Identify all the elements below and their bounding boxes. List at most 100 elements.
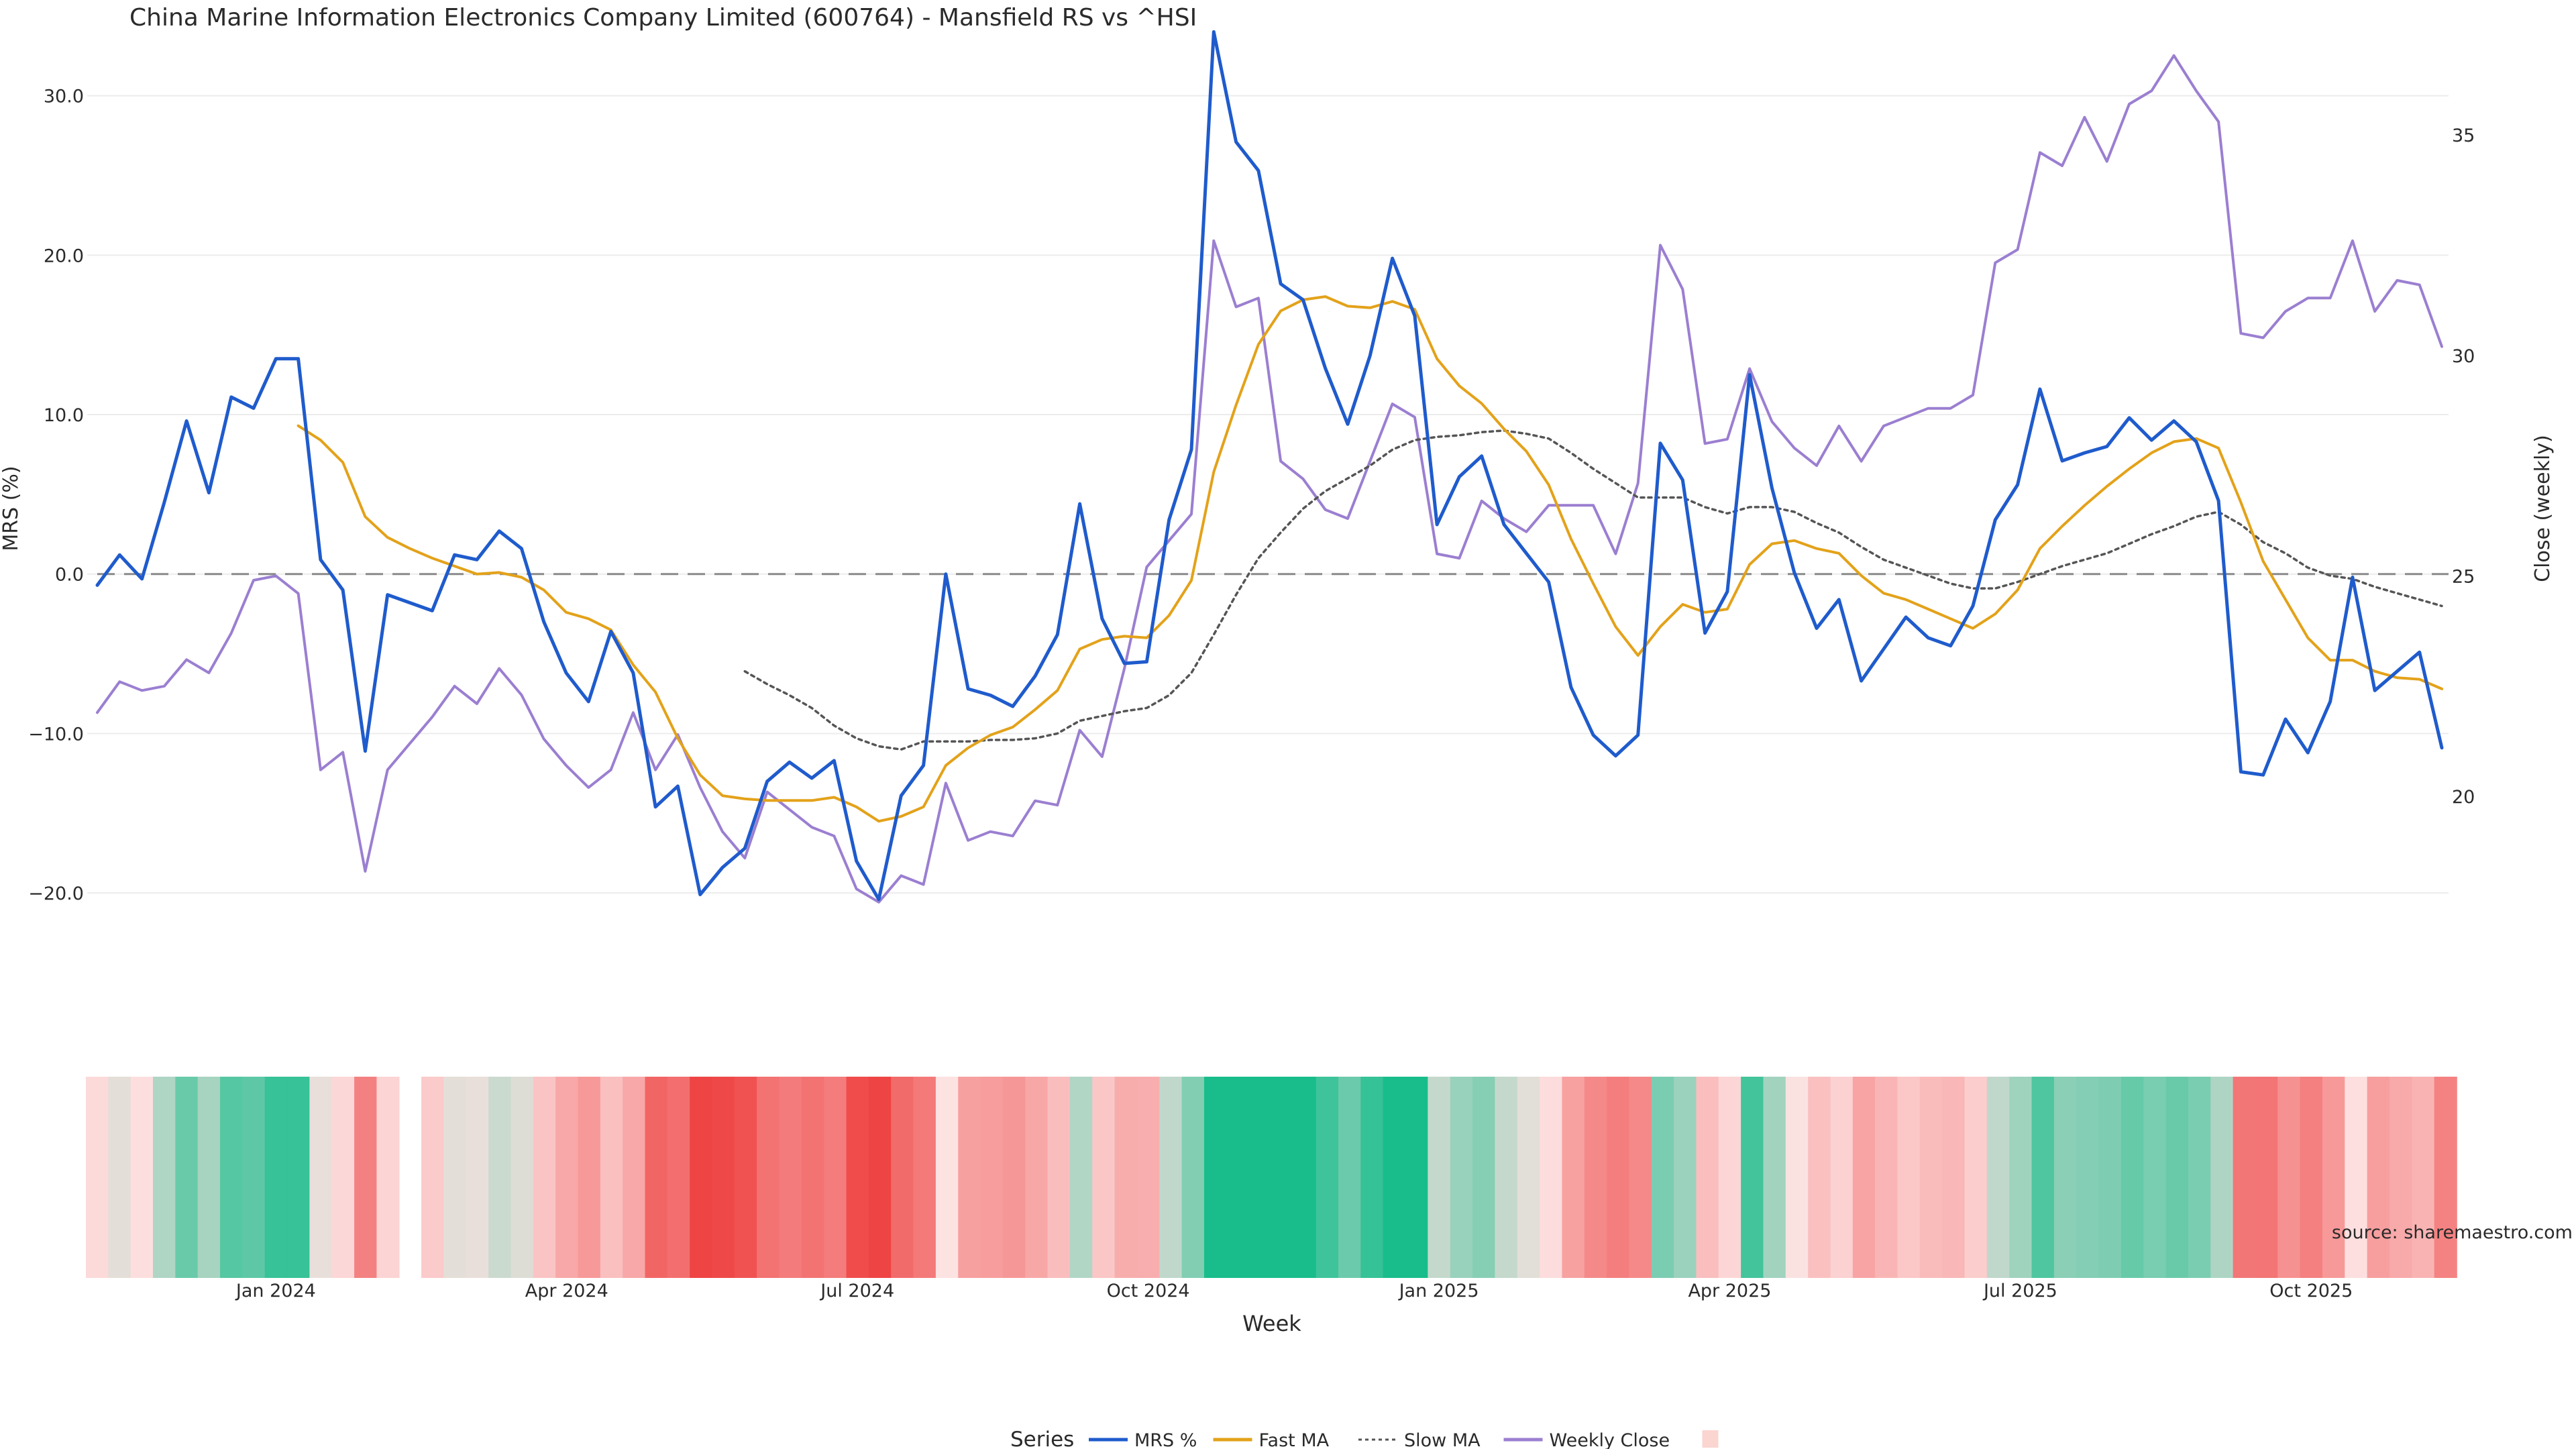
heatmap-cell xyxy=(1114,1077,1138,1278)
x-tick-label: Jan 2024 xyxy=(235,1281,316,1301)
heatmap-cell xyxy=(242,1077,266,1278)
left-tick-label: −20.0 xyxy=(28,883,84,904)
left-tick-label: −10.0 xyxy=(28,724,84,745)
heatmap-cell xyxy=(1405,1077,1429,1278)
heatmap-cell xyxy=(1360,1077,1384,1278)
legend-label: Weekly Close xyxy=(1550,1430,1670,1449)
heatmap-cell xyxy=(354,1077,378,1278)
x-tick-label: Oct 2025 xyxy=(2269,1281,2353,1301)
heatmap-cell xyxy=(913,1077,936,1278)
heatmap-cell xyxy=(466,1077,489,1278)
right-axis-label: Close (weekly) xyxy=(2531,435,2555,582)
right-tick-label: 20 xyxy=(2452,787,2475,808)
series-lines xyxy=(95,30,2444,904)
heatmap-strip xyxy=(86,1077,2457,1278)
heatmap-cell xyxy=(578,1077,601,1278)
heatmap-cell xyxy=(1069,1077,1093,1278)
heatmap-cell xyxy=(264,1077,288,1278)
heatmap-cell xyxy=(2434,1077,2457,1278)
heatmap-cell xyxy=(533,1077,556,1278)
heatmap-cell xyxy=(1540,1077,1563,1278)
heatmap-cell xyxy=(1428,1077,1451,1278)
series-line-mrs xyxy=(95,30,2444,902)
heatmap-cell xyxy=(2076,1077,2100,1278)
heatmap-cell xyxy=(1136,1077,1161,1278)
source-watermark: source: sharemaestro.com xyxy=(2332,1222,2573,1243)
heatmap-cell xyxy=(1986,1077,2010,1278)
heatmap-cell xyxy=(935,1077,959,1278)
heatmap-cell xyxy=(1942,1077,1966,1278)
heatmap-cell xyxy=(2031,1077,2055,1278)
heatmap-cell xyxy=(287,1077,311,1278)
heatmap-cell xyxy=(958,1077,981,1278)
heatmap-cell xyxy=(2053,1077,2078,1278)
heatmap-cell xyxy=(2210,1077,2234,1278)
heatmap-cell xyxy=(846,1077,869,1278)
heatmap-cell xyxy=(488,1077,512,1278)
heatmap-cell xyxy=(1203,1077,1228,1278)
chart-title: China Marine Information Electronics Com… xyxy=(129,4,1197,32)
heatmap-cell xyxy=(1472,1077,1496,1278)
right-axis-ticks: 35 30 25 20 xyxy=(2452,125,2475,808)
right-tick-label: 30 xyxy=(2452,346,2475,367)
heatmap-cell xyxy=(376,1077,400,1278)
heatmap-cell xyxy=(1450,1077,1473,1278)
heatmap-cell xyxy=(600,1077,623,1278)
heatmap-cell xyxy=(1495,1077,1518,1278)
heatmap-cell xyxy=(891,1077,914,1278)
heatmap-cell xyxy=(1226,1077,1250,1278)
x-tick-label: Jan 2025 xyxy=(1398,1281,1479,1301)
heatmap-cell xyxy=(1159,1077,1183,1278)
x-tick-label: Jul 2025 xyxy=(1982,1281,2057,1301)
legend-label: Fast MA xyxy=(1259,1430,1330,1449)
heatmap-cell xyxy=(197,1077,221,1278)
heatmap-cell xyxy=(645,1077,668,1278)
heatmap-cell xyxy=(1181,1077,1205,1278)
heatmap-cell xyxy=(309,1077,333,1278)
series-line-slow-ma xyxy=(743,429,2443,751)
heatmap-cell xyxy=(1852,1077,1876,1278)
heatmap-cell xyxy=(1271,1077,1295,1278)
heatmap-cell xyxy=(1830,1077,1854,1278)
heatmap-cell xyxy=(1584,1077,1607,1278)
heatmap-cell xyxy=(801,1077,825,1278)
heatmap-cell xyxy=(1092,1077,1116,1278)
left-axis-ticks: 30.0 20.0 10.0 0.0 −10.0 −20.0 xyxy=(28,87,84,905)
heatmap-cell xyxy=(2098,1077,2122,1278)
right-tick-label: 35 xyxy=(2452,125,2475,146)
heatmap-cell xyxy=(1674,1077,1697,1278)
heatmap-cell xyxy=(1607,1077,1630,1278)
heatmap-cell xyxy=(1651,1077,1674,1278)
heatmap-cell xyxy=(1338,1077,1362,1278)
heatmap-cell xyxy=(2255,1077,2279,1278)
heatmap-cell xyxy=(2389,1077,2413,1278)
heatmap-cell xyxy=(1808,1077,1831,1278)
heatmap-cell xyxy=(1964,1077,1988,1278)
heatmap-cell xyxy=(86,1077,109,1278)
heatmap-cell xyxy=(712,1077,735,1278)
heatmap-cell xyxy=(511,1077,534,1278)
heatmap-cell xyxy=(1897,1077,1921,1278)
heatmap-cell xyxy=(1316,1077,1339,1278)
right-tick-label: 25 xyxy=(2452,566,2475,587)
heatmap-cell xyxy=(220,1077,244,1278)
heatmap-cell xyxy=(175,1077,199,1278)
heatmap-cell xyxy=(1741,1077,1764,1278)
left-tick-label: 20.0 xyxy=(44,246,84,266)
heatmap-cell xyxy=(1718,1077,1741,1278)
left-axis-label: MRS (%) xyxy=(0,466,23,551)
heatmap-cell xyxy=(2165,1077,2189,1278)
heatmap-cell xyxy=(1293,1077,1317,1278)
x-tick-label: Apr 2025 xyxy=(1688,1281,1771,1301)
heatmap-cell xyxy=(153,1077,176,1278)
heatmap-cell xyxy=(1629,1077,1652,1278)
heatmap-cell xyxy=(824,1077,847,1278)
x-tick-label: Oct 2024 xyxy=(1107,1281,1190,1301)
heatmap-cell xyxy=(130,1077,154,1278)
x-tick-label: Jul 2024 xyxy=(819,1281,894,1301)
heatmap-cell xyxy=(2322,1077,2346,1278)
heatmap-cell xyxy=(779,1077,802,1278)
x-tick-label: Apr 2024 xyxy=(525,1281,608,1301)
heatmap-cell xyxy=(555,1077,579,1278)
heatmap-cell xyxy=(1875,1077,1898,1278)
